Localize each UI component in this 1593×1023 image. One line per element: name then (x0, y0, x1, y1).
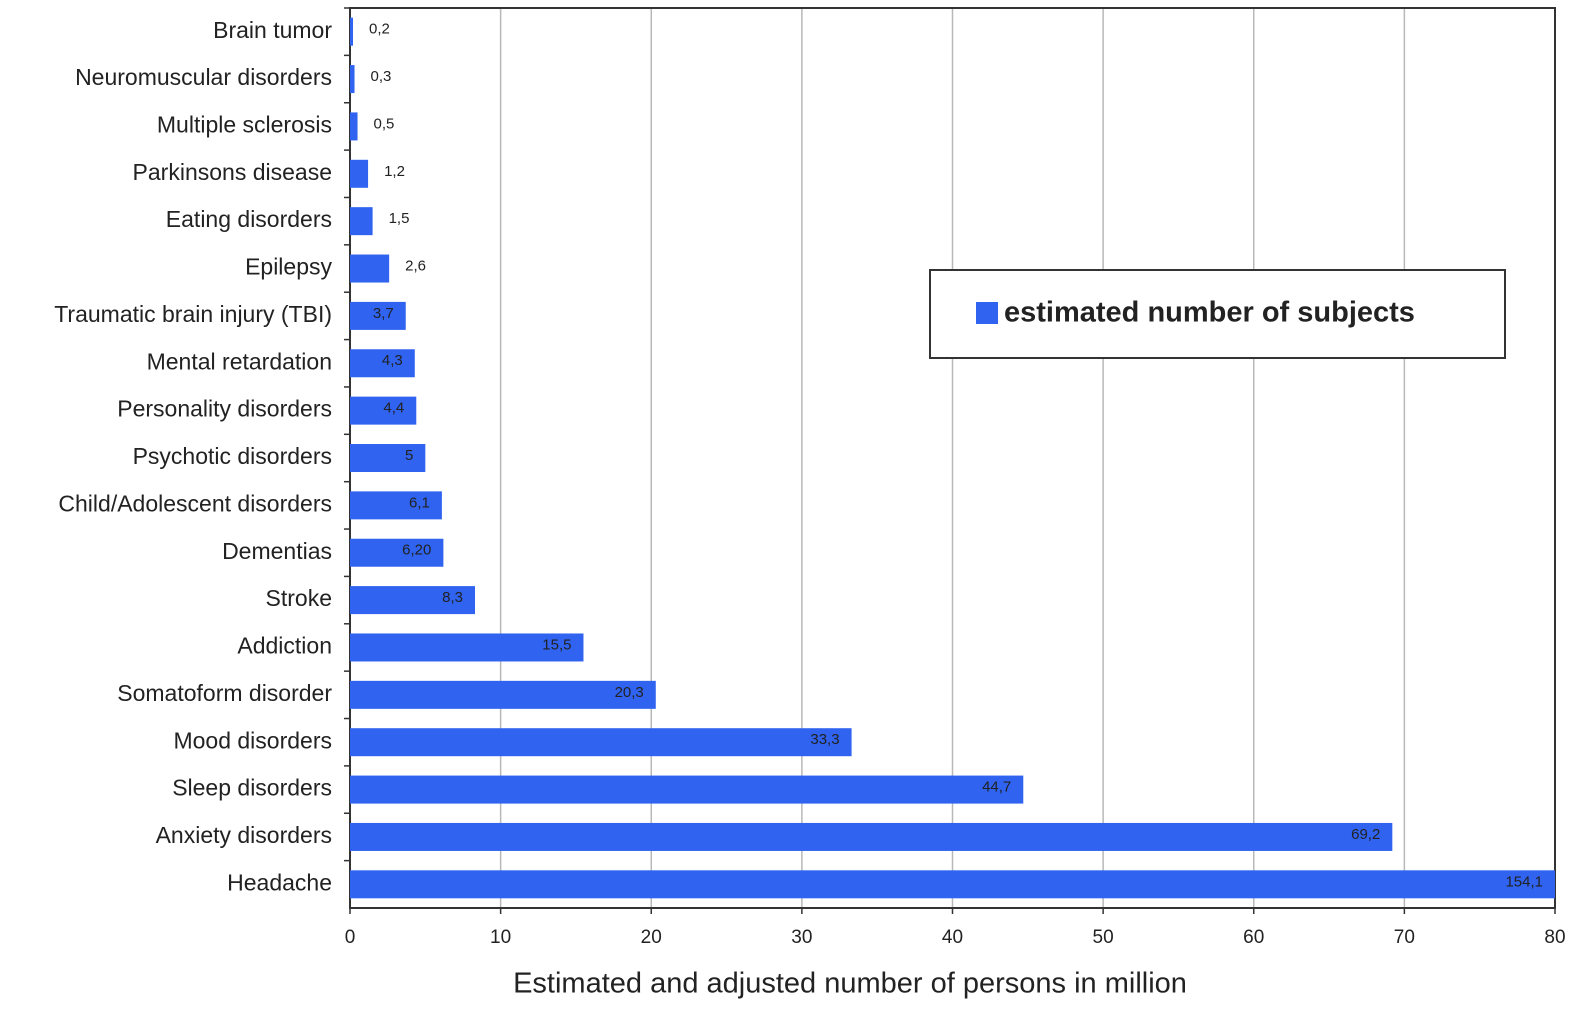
y-tick-label: Psychotic disorders (133, 443, 332, 469)
bar (350, 65, 355, 94)
bar (350, 17, 354, 46)
value-label: 15,5 (542, 636, 571, 653)
value-label: 1,5 (389, 210, 410, 227)
bar (350, 633, 584, 662)
value-label: 5 (405, 447, 413, 464)
value-label: 6,1 (409, 494, 430, 511)
x-tick-label: 50 (1093, 927, 1114, 948)
y-tick-label: Traumatic brain injury (TBI) (54, 301, 332, 327)
bar (350, 349, 415, 378)
y-tick-label: Dementias (222, 538, 332, 564)
x-tick-label: 80 (1544, 927, 1565, 948)
y-tick-label: Neuromuscular disorders (75, 64, 332, 90)
y-tick-label: Personality disorders (117, 396, 332, 422)
x-tick-label: 60 (1243, 927, 1264, 948)
value-label: 4,3 (382, 352, 403, 369)
y-tick-label: Eating disorders (166, 206, 332, 232)
value-label: 1,2 (384, 163, 405, 180)
x-tick-label: 40 (942, 927, 963, 948)
legend-label: estimated number of subjects (1004, 297, 1415, 329)
legend-swatch (976, 302, 998, 324)
value-label: 154,1 (1505, 873, 1543, 890)
value-label: 44,7 (982, 779, 1011, 796)
bars (350, 17, 1555, 899)
value-label: 3,7 (373, 305, 394, 322)
y-tick-label: Multiple sclerosis (157, 111, 332, 137)
y-tick-label: Sleep disorders (172, 775, 332, 801)
y-tick-label: Mental retardation (147, 348, 332, 374)
value-label: 0,3 (371, 68, 392, 85)
y-tick-label: Parkinsons disease (133, 159, 332, 185)
bar (350, 444, 426, 472)
y-tick-label: Anxiety disorders (156, 822, 332, 848)
value-label: 6,20 (402, 542, 431, 559)
value-label: 33,3 (810, 731, 839, 748)
y-tick-label: Brain tumor (213, 17, 332, 43)
bar (350, 207, 373, 236)
bar (350, 301, 406, 330)
bar (350, 822, 1393, 851)
bar (350, 586, 476, 615)
value-label: 2,6 (405, 257, 426, 274)
value-label: 20,3 (615, 684, 644, 701)
x-tick-label: 70 (1394, 927, 1415, 948)
y-tick-label: Stroke (266, 585, 332, 611)
value-label: 0,2 (369, 21, 390, 38)
bar (350, 728, 852, 757)
value-label: 4,4 (383, 400, 404, 417)
bar (350, 112, 358, 141)
bar (350, 396, 417, 425)
x-tick-label: 30 (791, 927, 812, 948)
y-tick-label: Child/Adolescent disorders (58, 490, 332, 516)
bar (350, 680, 656, 709)
value-label: 0,5 (374, 115, 395, 132)
value-label: 8,3 (442, 589, 463, 606)
y-tick-label: Addiction (237, 633, 332, 659)
legend-box (929, 269, 1506, 359)
bar (350, 159, 369, 188)
bar (350, 491, 442, 520)
y-tick-label: Headache (227, 869, 332, 895)
value-label: 69,2 (1351, 826, 1380, 843)
bar (350, 775, 1024, 804)
bar (350, 254, 390, 283)
bar (350, 870, 1555, 899)
x-axis-title: Estimated and adjusted number of persons… (513, 968, 1187, 1000)
x-tick-label: 20 (641, 927, 662, 948)
y-tick-label: Epilepsy (245, 254, 332, 280)
bar (350, 538, 444, 567)
y-tick-label: Somatoform disorder (117, 680, 332, 706)
y-tick-label: Mood disorders (173, 727, 332, 753)
x-tick-label: 10 (490, 927, 511, 948)
x-tick-label: 0 (345, 927, 356, 948)
